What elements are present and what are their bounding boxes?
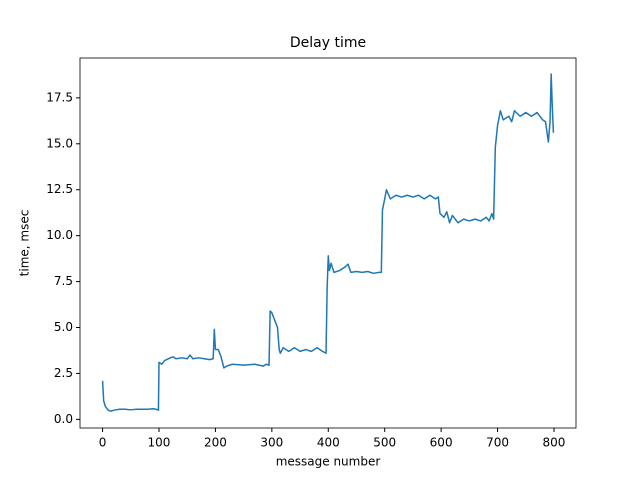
- x-tick-label: 500: [373, 436, 396, 450]
- x-tick-label: 200: [204, 436, 227, 450]
- data-line: [101, 73, 555, 412]
- plot-frame: [79, 57, 577, 429]
- y-tick-label: 15.0: [46, 136, 73, 150]
- x-tick-label: 700: [486, 436, 509, 450]
- y-tick-label: 0.0: [54, 412, 73, 426]
- y-axis-label: time, msec: [18, 210, 32, 277]
- y-tick-label: 5.0: [54, 320, 73, 334]
- x-tick-label: 100: [148, 436, 171, 450]
- y-tick-label: 2.5: [54, 366, 73, 380]
- y-tick-label: 7.5: [54, 274, 73, 288]
- x-tick-label: 800: [543, 436, 566, 450]
- x-tick-label: 600: [430, 436, 453, 450]
- y-tick-label: 10.0: [46, 228, 73, 242]
- x-tick-label: 0: [99, 436, 107, 450]
- chart-title: Delay time: [290, 35, 366, 51]
- x-tick-label: 300: [260, 436, 283, 450]
- x-axis-label: message number: [276, 455, 381, 469]
- y-tick-label: 17.5: [46, 90, 73, 104]
- x-tick-label: 400: [317, 436, 340, 450]
- y-tick-label: 12.5: [46, 182, 73, 196]
